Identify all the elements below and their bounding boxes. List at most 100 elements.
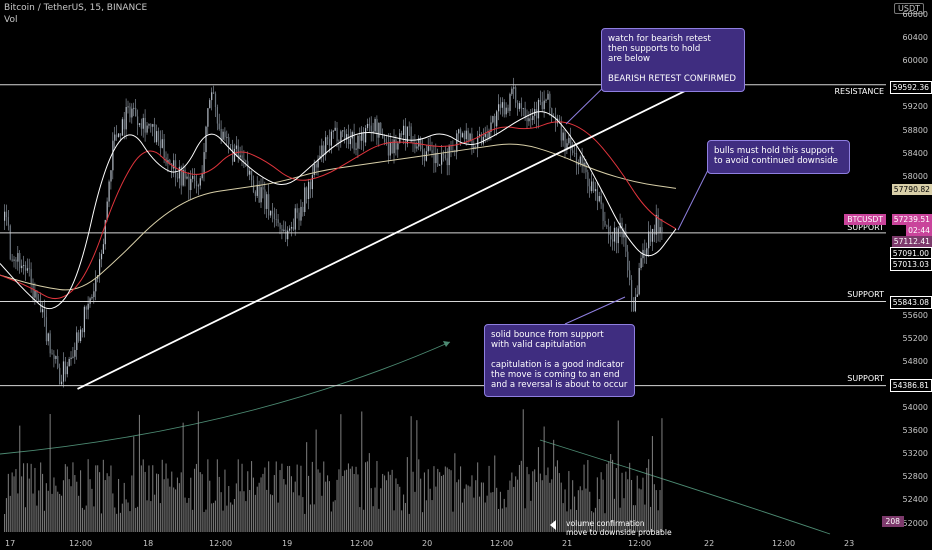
candle-body [353, 132, 355, 150]
volume-bar [148, 465, 150, 532]
candle-body [380, 122, 382, 135]
level-label-support-2: SUPPORT [847, 290, 884, 299]
candle-body [349, 138, 351, 145]
candle-body [414, 143, 416, 149]
candle-body [104, 219, 106, 245]
volume-bar [617, 420, 619, 532]
volume-bar [389, 474, 391, 532]
candle-body [372, 131, 374, 133]
volume-bar [106, 473, 108, 532]
volume-bar [435, 486, 437, 532]
candle-body [171, 163, 173, 169]
candle-body [102, 244, 104, 254]
candle-body [488, 131, 490, 139]
volume-bar [372, 506, 374, 532]
volume-bar [317, 469, 319, 532]
candle-body [429, 146, 431, 151]
volume-bar [207, 459, 209, 532]
volume-bar [408, 513, 410, 532]
volume-bar [235, 483, 237, 532]
volume-bar [336, 479, 338, 532]
annotation-bounce[interactable]: solid bounce from support with valid cap… [484, 324, 635, 397]
time-tick-label: 21 [562, 539, 573, 548]
candle-body [131, 108, 133, 118]
volume-bar [479, 496, 481, 532]
volume-bar [26, 463, 28, 532]
volume-bar [517, 479, 519, 532]
candle-body [15, 259, 17, 262]
candle-body [294, 208, 296, 230]
volume-bar [156, 473, 158, 532]
volume-bar [551, 479, 553, 532]
volume-bar [175, 489, 177, 532]
volume-bar [568, 471, 570, 532]
volume-bar [423, 472, 425, 532]
volume-bar [237, 459, 239, 532]
volume-bar [211, 503, 213, 532]
candle-body [161, 139, 163, 148]
candle-body [589, 186, 591, 192]
countdown-badge: 02:44 [906, 225, 932, 236]
candle-body [26, 268, 28, 271]
currency-button[interactable]: USDT [894, 3, 924, 14]
candle-body [439, 164, 441, 166]
candle-body [617, 228, 619, 244]
candle-body [391, 142, 393, 154]
candle-body [11, 259, 13, 261]
volume-bar [471, 475, 473, 532]
candle-body [467, 130, 469, 141]
volume-bar [528, 474, 530, 532]
candle-body [99, 259, 101, 276]
volume-bar [397, 484, 399, 532]
annotation-bearish-retest[interactable]: watch for bearish retest then supports t… [601, 28, 745, 92]
candle-body [78, 332, 80, 342]
volume-bar [621, 472, 623, 532]
volume-bar [520, 460, 522, 532]
volume-bar [76, 481, 78, 532]
volume-bar [566, 511, 568, 532]
candle-body [334, 127, 336, 131]
volume-bar [249, 489, 251, 532]
candle-body [176, 177, 179, 179]
volume-bar [140, 465, 142, 532]
volume-bar [583, 464, 585, 532]
time-tick-label: 19 [282, 539, 293, 548]
candle-body [68, 358, 70, 367]
candle-body [501, 102, 503, 108]
annotation-volume-confirmation[interactable]: volume confirmation move to downside pro… [566, 519, 672, 537]
volume-bar [416, 420, 418, 532]
candle-body [435, 152, 437, 164]
candle-body [51, 353, 53, 355]
volume-bar [564, 489, 566, 532]
time-tick-label: 23 [844, 539, 855, 548]
candle-body [211, 92, 213, 101]
candle-body [600, 196, 602, 205]
volume-bar [38, 490, 40, 532]
candle-body [507, 107, 509, 111]
annotation-bulls-support[interactable]: bulls must hold this support to avoid co… [707, 140, 850, 174]
volume-bar [448, 469, 450, 532]
candle-body [159, 140, 161, 148]
volume-bar [68, 479, 70, 532]
volume-bar [505, 507, 507, 532]
volume-bar [406, 457, 408, 532]
volume-bar [157, 474, 159, 532]
volume-bar [53, 477, 55, 532]
volume-bar [230, 502, 232, 532]
candle-body [106, 201, 108, 220]
candle-body [62, 361, 65, 382]
volume-bar [524, 508, 526, 532]
volume-bar [171, 471, 173, 532]
volume-bar [182, 422, 184, 532]
volume-bar [334, 500, 336, 532]
volume-bar [631, 479, 633, 532]
candle-body [226, 137, 228, 139]
candle-body [370, 125, 372, 132]
candle-body [655, 214, 657, 235]
volume-bar [545, 475, 547, 532]
candle-body [351, 132, 353, 139]
candle-body [460, 129, 462, 138]
candle-body [173, 160, 175, 169]
level-label-resistance: RESISTANCE [834, 87, 885, 96]
